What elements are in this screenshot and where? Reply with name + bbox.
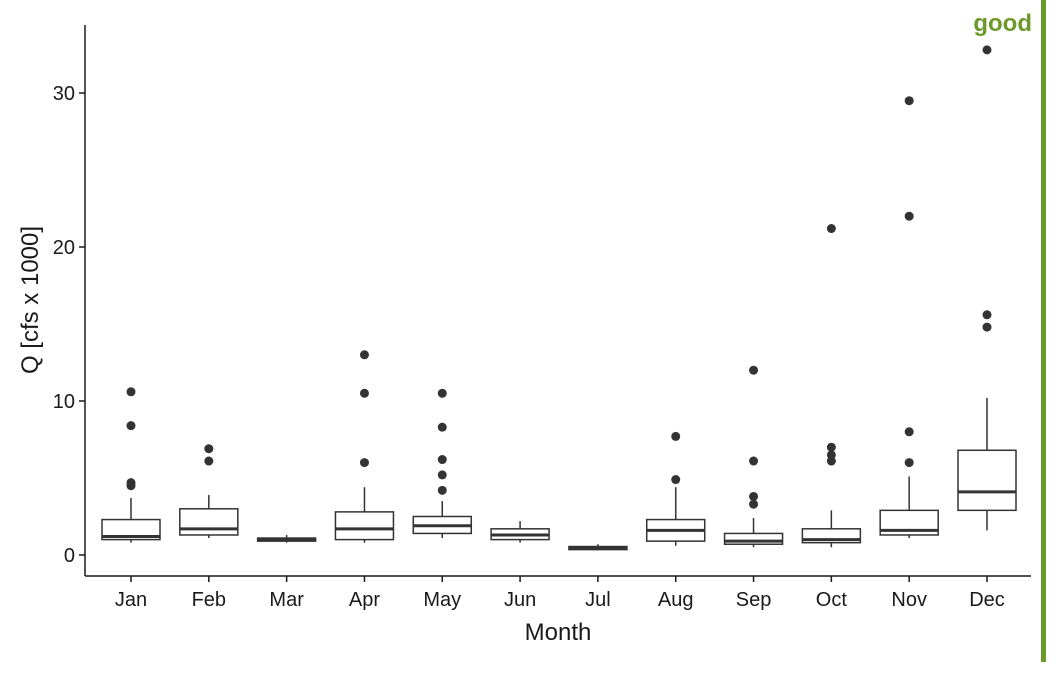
outlier-point	[671, 431, 681, 441]
box-may	[412, 388, 473, 539]
outlier-point	[204, 444, 214, 454]
outlier-point	[437, 455, 447, 465]
outlier-point	[126, 421, 136, 431]
outlier-point	[126, 478, 136, 488]
outlier-point	[437, 485, 447, 495]
y-tick-label: 30	[53, 83, 75, 105]
outlier-point	[437, 388, 447, 398]
outlier-point	[826, 442, 836, 452]
outlier-point	[982, 322, 992, 332]
outlier-point	[982, 45, 992, 55]
x-tick-label: Apr	[349, 589, 380, 611]
outlier-point	[826, 450, 836, 460]
x-tick-label: Aug	[658, 589, 694, 611]
outlier-point	[126, 387, 136, 397]
outlier-point	[204, 456, 214, 466]
outlier-point	[982, 310, 992, 320]
outlier-point	[749, 456, 759, 466]
x-axis-title: Month	[525, 619, 592, 646]
y-tick-label: 10	[53, 391, 75, 413]
outlier-point	[359, 458, 369, 468]
box-dec	[957, 45, 1017, 531]
outlier-point	[749, 499, 759, 509]
x-tick-label: Nov	[891, 589, 927, 611]
outlier-point	[904, 458, 914, 468]
outlier-point	[749, 491, 759, 501]
x-tick-label: May	[423, 589, 461, 611]
box-jan	[101, 387, 161, 543]
x-tick-label: Jun	[504, 589, 536, 611]
box-iqr	[179, 508, 239, 536]
box-iqr	[334, 511, 395, 541]
x-tick-label: Feb	[192, 589, 226, 611]
y-axis-title: Q [cfs x 1000]	[17, 226, 44, 374]
box-feb	[179, 444, 239, 539]
status-flag-label: good	[973, 10, 1032, 37]
outlier-point	[904, 427, 914, 437]
outlier-point	[904, 211, 914, 221]
box-iqr	[101, 518, 161, 541]
y-tick-label: 0	[64, 545, 75, 567]
x-tick-label: Jul	[585, 589, 611, 611]
outlier-point	[359, 350, 369, 360]
box-iqr	[723, 532, 784, 545]
outlier-point	[437, 470, 447, 480]
box-mar	[256, 534, 317, 543]
outlier-point	[749, 365, 759, 375]
x-tick-label: Sep	[736, 589, 772, 611]
outlier-point	[904, 96, 914, 106]
outlier-point	[671, 475, 681, 485]
box-jul	[568, 544, 628, 551]
x-tick-label: Jan	[115, 589, 147, 611]
x-axis-ticks: Jan Feb Mar Apr May Jun Jul Aug Sep Oct Nov Dec	[115, 576, 1005, 611]
x-tick-label: Dec	[969, 589, 1005, 611]
box-apr	[334, 350, 395, 543]
outlier-point	[437, 422, 447, 432]
box-aug	[645, 431, 706, 546]
outlier-point	[826, 456, 836, 466]
outlier-point	[826, 224, 836, 234]
box-sep	[723, 365, 784, 548]
status-flag-bar	[1041, 0, 1046, 662]
box-oct	[801, 224, 862, 548]
box-nov	[879, 96, 939, 539]
box-iqr	[957, 449, 1017, 512]
y-axis-ticks: 0 10 20 30	[53, 83, 85, 567]
box-series	[101, 45, 1017, 551]
x-tick-label: Mar	[269, 589, 304, 611]
y-tick-label: 20	[53, 237, 75, 259]
outlier-point	[359, 388, 369, 398]
box-jun	[490, 521, 550, 543]
x-tick-label: Oct	[816, 589, 848, 611]
